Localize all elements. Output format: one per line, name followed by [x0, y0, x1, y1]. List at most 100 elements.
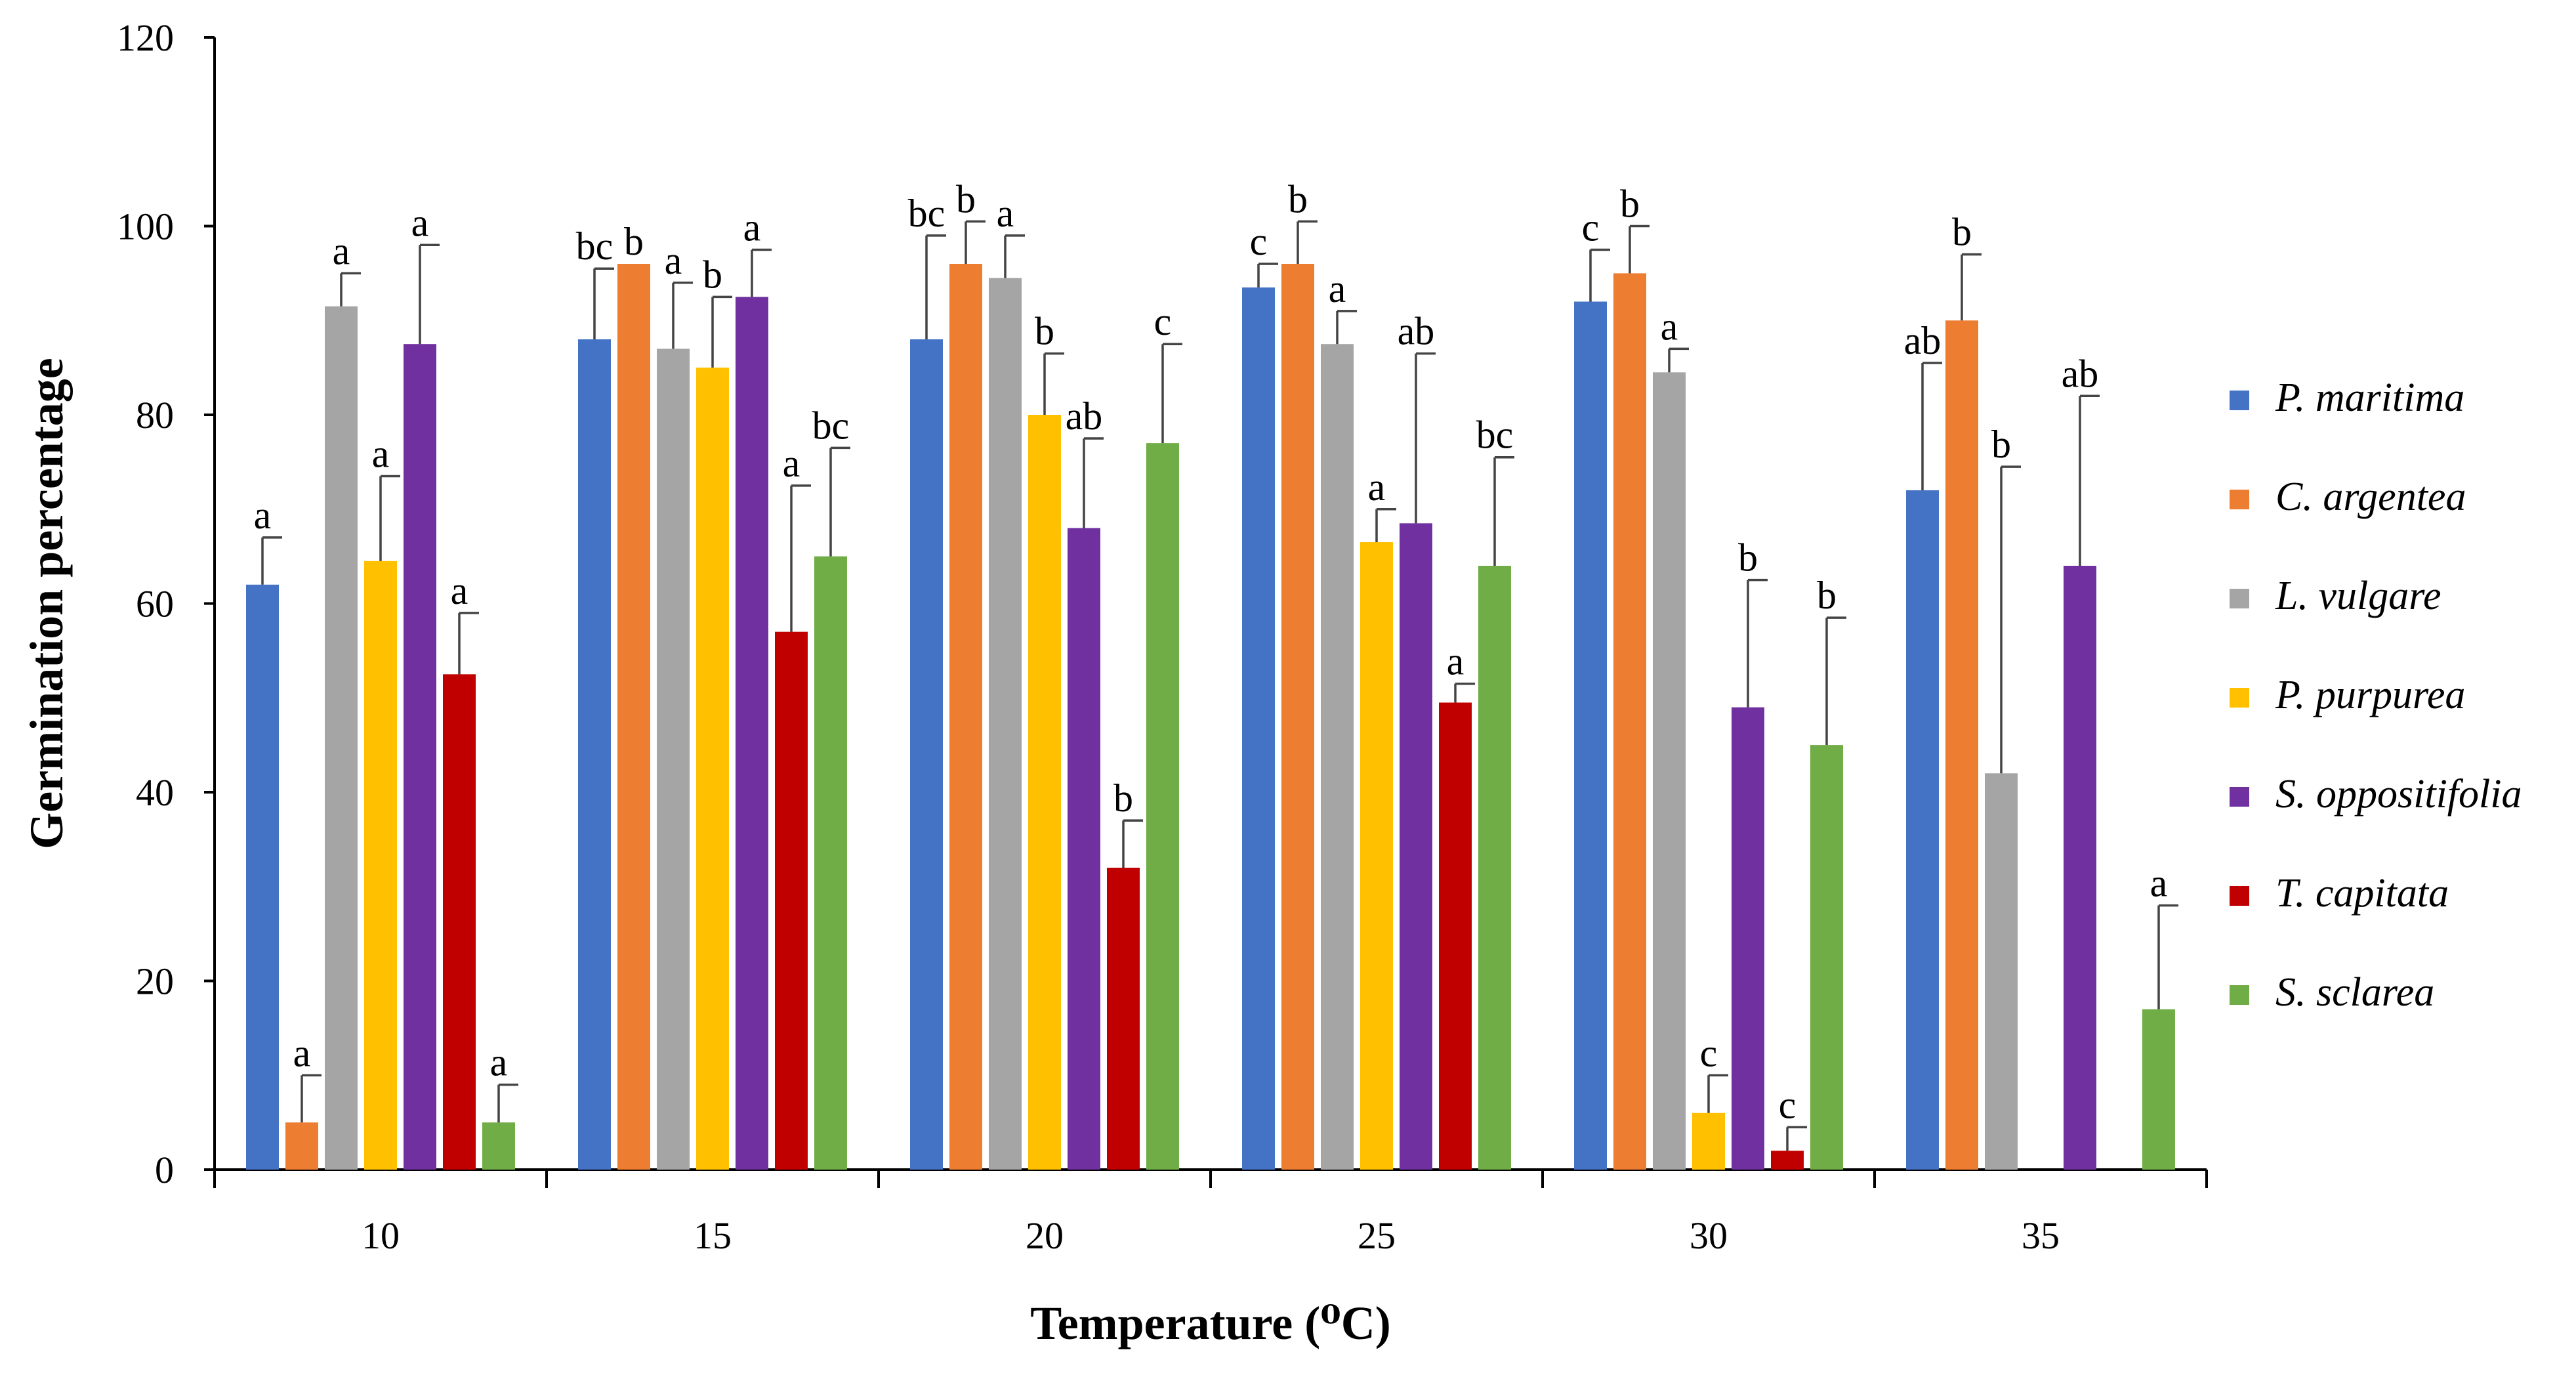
significance-label: a	[743, 205, 761, 249]
bar	[910, 339, 943, 1170]
significance-label: a	[451, 569, 468, 612]
bar	[1692, 1113, 1725, 1170]
bar	[617, 264, 650, 1170]
significance-label: b	[1991, 423, 2011, 466]
bar	[1478, 566, 1511, 1170]
legend-item: C. argentea	[2230, 475, 2466, 519]
y-tick-label: 40	[136, 771, 174, 814]
significance-label: a	[783, 442, 800, 485]
bar-group-35: ab b b ab a	[1904, 211, 2178, 1170]
bar	[696, 368, 729, 1170]
significance-label: c	[1700, 1031, 1718, 1074]
significance-label: a	[293, 1031, 311, 1074]
y-axis-title: Germination percentage	[20, 358, 73, 849]
bar	[443, 674, 476, 1170]
significance-label: a	[411, 201, 429, 244]
bar	[1906, 490, 1939, 1170]
bar	[1068, 528, 1100, 1170]
bar	[989, 278, 1022, 1170]
legend-label: S. sclarea	[2275, 970, 2434, 1015]
bar	[775, 631, 808, 1170]
y-tick-label: 100	[117, 205, 174, 248]
legend-label: P. purpurea	[2275, 673, 2465, 717]
x-axis: 10 15 20 25 30 35	[213, 1168, 2208, 1257]
significance-label: a	[997, 192, 1014, 235]
significance-label: ab	[1904, 319, 1942, 362]
bar	[1400, 523, 1432, 1170]
significance-label: b	[1817, 574, 1837, 617]
bar	[1028, 415, 1061, 1170]
significance-label: b	[956, 177, 976, 221]
bar-group-25: cb a a ab a bc	[1242, 177, 1514, 1170]
significance-label: b	[703, 253, 722, 296]
bar	[1242, 287, 1275, 1170]
legend-item: T. capitata	[2230, 871, 2449, 916]
bar	[1810, 745, 1843, 1170]
bar	[1281, 264, 1314, 1170]
significance-label: ab	[2062, 352, 2099, 395]
bar	[1107, 868, 1140, 1170]
bar	[1146, 443, 1179, 1170]
y-axis: 0 20 40 60 80 100 120	[117, 16, 216, 1191]
bar	[1574, 301, 1607, 1170]
y-tick-label: 120	[117, 16, 174, 59]
bar	[578, 339, 611, 1170]
legend: P. maritima C. argentea L. vulgare P. purpu…	[2230, 375, 2522, 1015]
x-tick-label: 15	[694, 1214, 732, 1257]
bar	[1613, 273, 1646, 1170]
x-tick-label: 20	[1026, 1214, 1064, 1257]
legend-label: P. maritima	[2275, 375, 2464, 420]
bar	[1945, 320, 1978, 1170]
significance-label: bc	[576, 224, 613, 268]
significance-label: b	[1035, 310, 1054, 353]
y-tick-label: 20	[136, 960, 174, 1003]
significance-label: bc	[1476, 414, 1514, 457]
significance-label: c	[1582, 205, 1600, 249]
bar	[1321, 344, 1354, 1170]
x-tick-label: 35	[2022, 1214, 2060, 1257]
legend-label: T. capitata	[2275, 871, 2449, 916]
bar	[1985, 773, 2018, 1170]
bar	[814, 556, 847, 1170]
significance-label: a	[254, 494, 272, 537]
significance-label: bc	[812, 404, 850, 447]
significance-label: ab	[1066, 394, 1103, 438]
legend-swatch	[2230, 985, 2249, 1005]
significance-label: c	[1154, 300, 1172, 343]
significance-label: b	[1620, 182, 1640, 226]
significance-label: b	[1738, 536, 1758, 580]
legend-label: C. argentea	[2275, 475, 2466, 519]
legend-swatch	[2230, 490, 2249, 509]
significance-label: b	[1952, 211, 1972, 254]
legend-label: S. oppositifolia	[2275, 772, 2522, 817]
bar	[1439, 702, 1472, 1170]
legend-item: L. vulgare	[2230, 574, 2441, 618]
y-tick-label: 80	[136, 394, 174, 436]
bar	[404, 344, 436, 1170]
legend-swatch	[2230, 886, 2249, 906]
legend-swatch	[2230, 787, 2249, 807]
significance-label: bc	[908, 192, 945, 235]
bar	[1653, 372, 1686, 1170]
bar	[736, 297, 768, 1170]
significance-label: a	[372, 432, 390, 475]
bar	[285, 1122, 318, 1170]
bar	[2142, 1009, 2175, 1170]
significance-label: b	[1113, 776, 1133, 820]
legend-item: P. purpurea	[2230, 673, 2465, 717]
legend-label: L. vulgare	[2275, 574, 2441, 618]
y-tick-label: 60	[136, 583, 174, 626]
bar-group-10: a a a a a a a	[246, 201, 518, 1170]
legend-item: P. maritima	[2230, 375, 2464, 420]
legend-swatch	[2230, 688, 2249, 708]
x-tick-label: 30	[1690, 1214, 1728, 1257]
bar	[1732, 707, 1764, 1170]
bar	[1360, 542, 1393, 1170]
significance-label: a	[2150, 862, 2168, 905]
legend-swatch	[2230, 391, 2249, 410]
legend-item: S. oppositifolia	[2230, 772, 2522, 817]
